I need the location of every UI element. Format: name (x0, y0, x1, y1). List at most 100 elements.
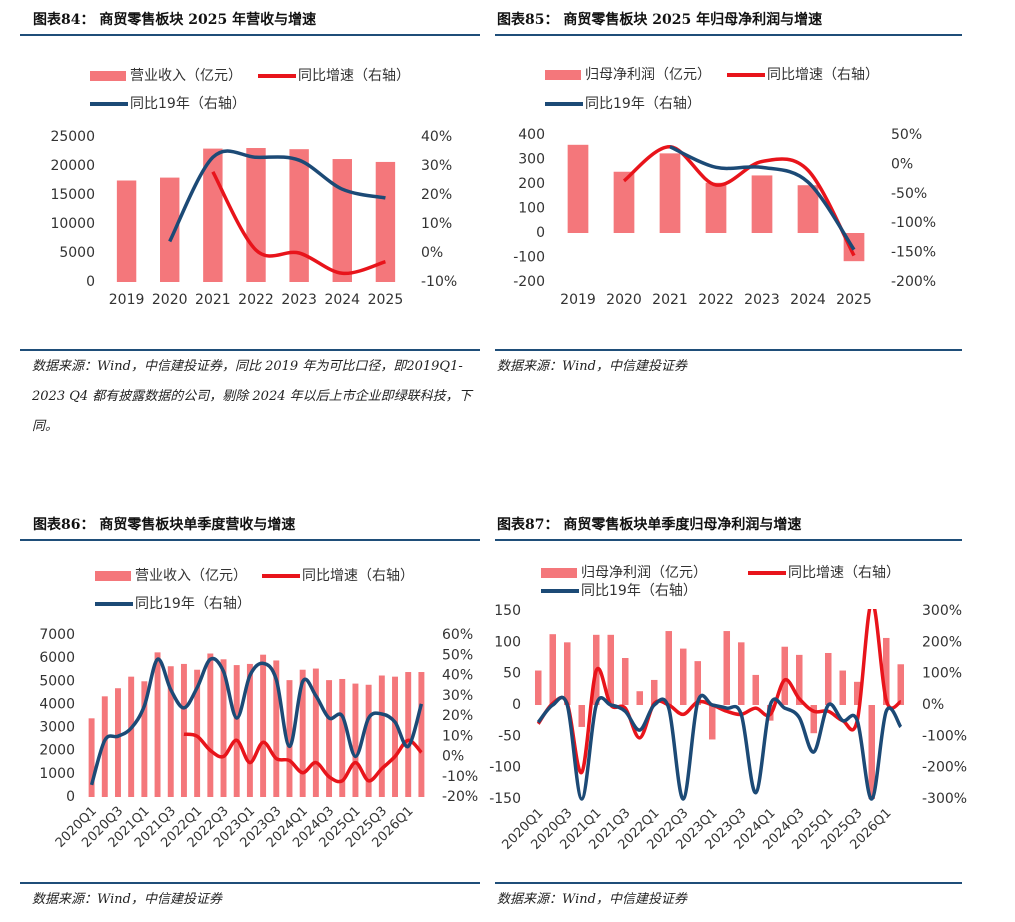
bar (705, 182, 727, 233)
x-tick-label: 2025 (368, 292, 404, 308)
legend-label: 同比19年（右轴） (585, 96, 701, 112)
bar (352, 683, 359, 797)
bar (167, 666, 174, 797)
y2-tick-label: 200% (922, 634, 962, 650)
x-tick-label: 2019 (560, 292, 596, 308)
rule (495, 882, 962, 884)
rule (20, 34, 480, 36)
rule (495, 34, 962, 36)
bar (392, 676, 398, 797)
y2-tick-label: 50% (891, 127, 922, 143)
y-tick-label: 400 (518, 127, 545, 143)
y2-tick-label: -150% (891, 245, 936, 261)
y-tick-label: 150 (494, 603, 521, 619)
legend-label: 同比增速（右轴） (788, 565, 900, 581)
bar (751, 175, 773, 233)
y-tick-label: -100 (489, 760, 521, 776)
y2-tick-label: -100% (922, 728, 967, 744)
y2-tick-label: -200% (922, 760, 967, 776)
bar (659, 153, 681, 233)
y2-tick-label: 50% (442, 647, 473, 663)
legend-label: 营业收入（亿元） (130, 68, 242, 84)
y-tick-label: 100 (494, 634, 521, 650)
y2-tick-label: 300% (922, 603, 962, 619)
bar (563, 642, 571, 705)
bar (116, 180, 137, 282)
y-tick-label: 0 (86, 274, 95, 290)
bar (665, 631, 673, 705)
line (536, 693, 903, 801)
legend-swatch (95, 571, 131, 581)
legend-label: 营业收入（亿元） (135, 568, 247, 584)
bar (299, 669, 306, 797)
y-tick-label: 0 (536, 225, 545, 241)
bar (332, 159, 352, 282)
x-tick-label: 2024 (790, 292, 826, 308)
bar (534, 670, 542, 705)
bar (418, 672, 425, 797)
legend-label: 同比19年（右轴） (581, 583, 697, 599)
bar (752, 674, 760, 705)
y2-tick-label: 40% (421, 129, 452, 145)
legend-label: 归母净利润（亿元） (585, 66, 711, 83)
bar (694, 661, 702, 705)
x-tick-label: 2019 (109, 292, 145, 308)
y2-tick-label: -10% (421, 274, 457, 290)
source-note: 数据来源：Wind，中信建投证券 (32, 892, 222, 907)
y-tick-label: 6000 (39, 650, 75, 666)
bar (549, 634, 557, 705)
source-note: 数据来源：Wind，中信建投证券 (497, 892, 687, 907)
rule (20, 882, 480, 884)
x-tick-label: 2024 (324, 292, 360, 308)
bar (578, 705, 586, 727)
legend-swatch (545, 70, 581, 80)
y2-tick-label: 30% (442, 688, 473, 704)
bar (613, 171, 635, 233)
bar (220, 659, 227, 797)
bar (679, 648, 687, 705)
bar (286, 680, 293, 797)
bar (797, 185, 819, 233)
y-tick-label: 1000 (39, 766, 75, 782)
bar (897, 664, 905, 705)
y2-tick-label: -20% (442, 789, 478, 805)
rule (495, 349, 962, 351)
y2-tick-label: 0% (442, 749, 464, 765)
y-tick-label: -100 (513, 250, 545, 266)
bar (378, 675, 385, 797)
x-tick-label: 2022 (238, 292, 274, 308)
bar (273, 660, 280, 797)
legend-label: 归母净利润（亿元） (581, 564, 707, 581)
bar (405, 672, 412, 797)
y2-tick-label: 40% (442, 668, 473, 684)
source-note: 数据来源：Wind，中信建投证券 (497, 359, 687, 374)
y2-tick-label: 20% (442, 708, 473, 724)
y2-tick-label: -100% (891, 215, 936, 231)
bar (141, 681, 148, 797)
y-tick-label: 100 (518, 201, 545, 217)
y-tick-label: 50 (503, 666, 521, 682)
y-tick-label: 25000 (50, 129, 95, 145)
legend-swatch (541, 568, 577, 578)
line (168, 149, 386, 243)
bar (194, 669, 201, 797)
y2-tick-label: 30% (421, 158, 452, 174)
chart-title: 图表86： 商贸零售板块单季度营收与增速 (33, 517, 296, 533)
legend-label: 同比增速（右轴） (302, 568, 414, 584)
x-tick-label: 2022 (698, 292, 734, 308)
x-tick-label: 2021 (195, 292, 231, 308)
rule (495, 539, 962, 541)
legend-label: 同比19年（右轴） (130, 96, 246, 112)
y2-tick-label: 0% (922, 697, 944, 713)
y-tick-label: 5000 (59, 245, 95, 261)
y-tick-label: -150 (489, 791, 521, 807)
bar (154, 652, 161, 797)
bar (621, 658, 629, 705)
chart-title: 图表84： 商贸零售板块 2025 年营收与增速 (33, 12, 317, 28)
bar (312, 668, 319, 797)
line (183, 732, 423, 784)
y-tick-label: 15000 (50, 187, 95, 203)
y-tick-label: 4000 (39, 696, 75, 712)
y2-tick-label: 0% (421, 245, 443, 261)
